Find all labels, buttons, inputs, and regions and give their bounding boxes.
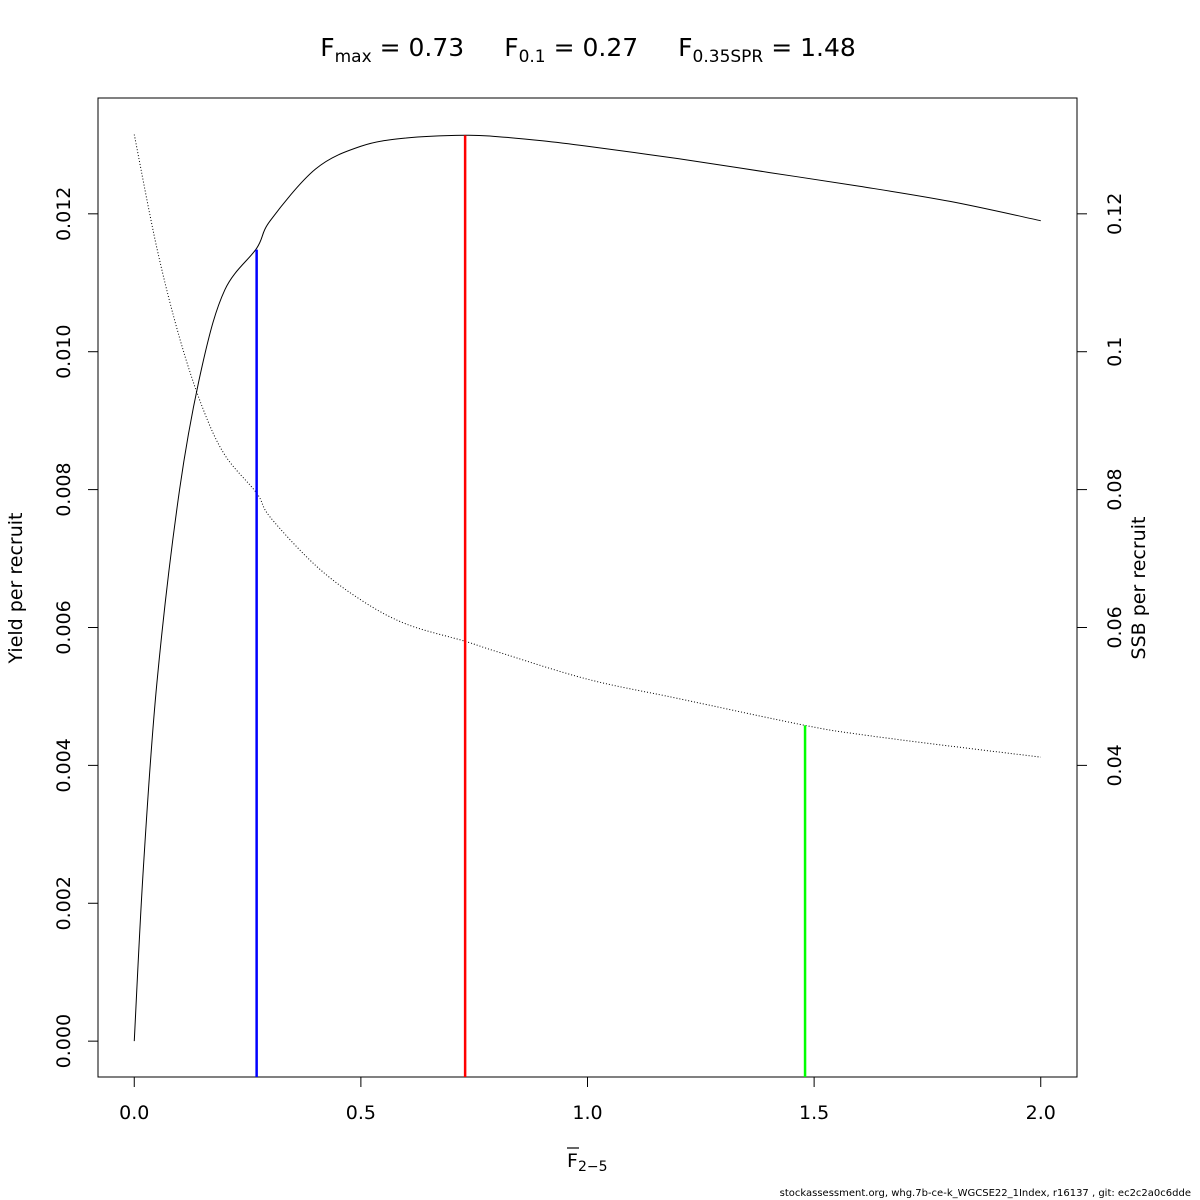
y-left-tick-label: 0.010 [53, 325, 75, 379]
y-left-tick-label: 0.002 [53, 876, 75, 930]
x-tick-label: 2.0 [1026, 1102, 1056, 1124]
chart-axes: 0.0 0.5 1.0 1.5 2.0 0.000 0.002 0.004 0.006 0.008… [53, 187, 1126, 1124]
x-tick-label: 1.5 [799, 1102, 829, 1124]
y-right-tick-label: 0.04 [1104, 744, 1126, 786]
x-tick-label: 0.0 [119, 1102, 149, 1124]
y-left-tick-label: 0.008 [53, 462, 75, 516]
title-f01-symbol: F [504, 33, 518, 62]
yield-per-recruit-curve [133, 134, 1041, 1042]
x-axis-label-symbol: F [567, 1150, 578, 1172]
x-axis-label: F2−5 [567, 1147, 607, 1175]
y-left-tick-label: 0.012 [53, 187, 75, 241]
title-fmax-subscript: max [335, 47, 372, 67]
y-right-tick-label: 0.06 [1104, 606, 1126, 648]
svg-text:F2−5: F2−5 [567, 1150, 607, 1175]
title-f01-value: = 0.27 [546, 33, 639, 62]
title-fmax-symbol: F [320, 33, 334, 62]
plot-frame [97, 97, 1078, 1078]
title-fmax-value: = 0.73 [372, 33, 465, 62]
title-f35spr-symbol: F [678, 33, 692, 62]
chart-marks [133, 134, 1041, 1077]
y-left-tick-label: 0.000 [53, 1014, 75, 1068]
x-axis-label-subscript: 2−5 [578, 1159, 608, 1175]
title-f35spr-subscript: 0.35SPR [693, 47, 764, 67]
y-right-tick-label: 0.08 [1104, 468, 1126, 510]
x-tick-label: 0.5 [346, 1102, 376, 1124]
ssb-per-recruit-curve [133, 134, 1041, 758]
y-axis-left-label: Yield per recruit [5, 513, 27, 665]
y-right-tick-label: 0.1 [1104, 337, 1126, 367]
chart-title: Fmax = 0.73 F0.1 = 0.27 F0.35SPR = 1.48 [320, 33, 856, 67]
x-tick-label: 1.0 [572, 1102, 602, 1124]
title-f01-subscript: 0.1 [519, 47, 546, 67]
footer-credit: stockassessment.org, whg.7b-ce-k_WGCSE22… [779, 1188, 1191, 1199]
y-left-tick-label: 0.004 [53, 738, 75, 792]
title-f35spr-value: = 1.48 [763, 33, 856, 62]
y-left-tick-label: 0.006 [53, 600, 75, 654]
y-right-tick-label: 0.12 [1104, 193, 1126, 235]
y-axis-right-label: SSB per recruit [1128, 517, 1150, 660]
